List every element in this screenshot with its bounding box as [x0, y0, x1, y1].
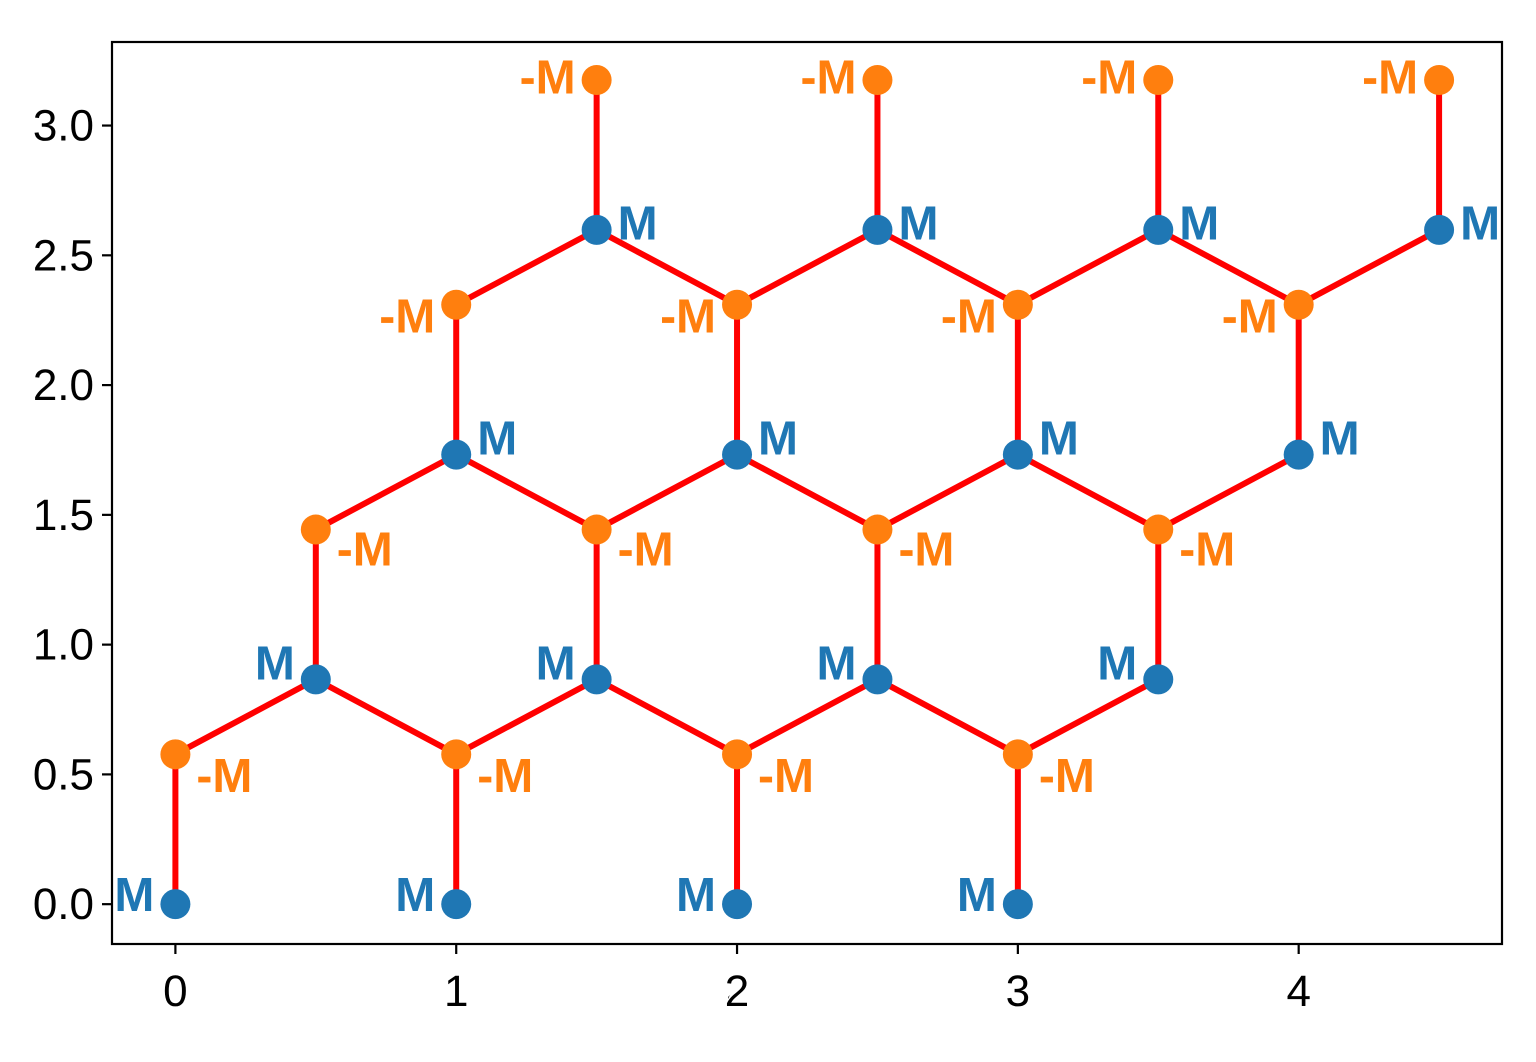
svg-text:M: M: [1179, 198, 1219, 251]
svg-text:-M: -M: [1222, 291, 1278, 344]
svg-text:-M: -M: [337, 524, 393, 577]
svg-text:M: M: [618, 198, 658, 251]
svg-text:0: 0: [163, 967, 187, 1016]
svg-text:-M: -M: [898, 524, 954, 577]
svg-text:2.0: 2.0: [33, 361, 94, 410]
svg-text:M: M: [898, 198, 938, 251]
svg-text:-M: -M: [660, 291, 716, 344]
svg-text:-M: -M: [800, 52, 856, 105]
svg-text:M: M: [758, 413, 798, 466]
svg-text:M: M: [1460, 198, 1500, 251]
svg-text:M: M: [536, 637, 576, 690]
svg-text:4: 4: [1286, 967, 1310, 1016]
svg-text:3.0: 3.0: [33, 102, 94, 151]
svg-text:-M: -M: [618, 524, 674, 577]
svg-text:-M: -M: [758, 750, 814, 803]
svg-text:M: M: [255, 637, 295, 690]
svg-text:-M: -M: [520, 52, 576, 105]
svg-text:M: M: [477, 413, 517, 466]
svg-text:M: M: [1039, 413, 1079, 466]
svg-text:M: M: [1097, 637, 1137, 690]
svg-text:-M: -M: [1179, 524, 1235, 577]
svg-text:2: 2: [725, 967, 749, 1016]
svg-text:-M: -M: [379, 291, 435, 344]
svg-text:M: M: [957, 869, 997, 922]
svg-text:-M: -M: [477, 750, 533, 803]
svg-text:M: M: [676, 869, 716, 922]
svg-text:1: 1: [444, 967, 468, 1016]
svg-text:M: M: [114, 869, 154, 922]
svg-text:-M: -M: [1362, 52, 1418, 105]
svg-text:0.0: 0.0: [33, 880, 94, 929]
svg-text:M: M: [395, 869, 435, 922]
svg-text:-M: -M: [1081, 52, 1137, 105]
svg-text:M: M: [816, 637, 856, 690]
svg-text:2.5: 2.5: [33, 231, 94, 280]
svg-text:M: M: [1320, 413, 1360, 466]
svg-text:1.0: 1.0: [33, 621, 94, 670]
svg-text:-M: -M: [1039, 750, 1095, 803]
svg-text:0.5: 0.5: [33, 750, 94, 799]
svg-text:1.5: 1.5: [33, 491, 94, 540]
svg-text:-M: -M: [941, 291, 997, 344]
svg-text:3: 3: [1006, 967, 1030, 1016]
svg-text:-M: -M: [196, 750, 252, 803]
